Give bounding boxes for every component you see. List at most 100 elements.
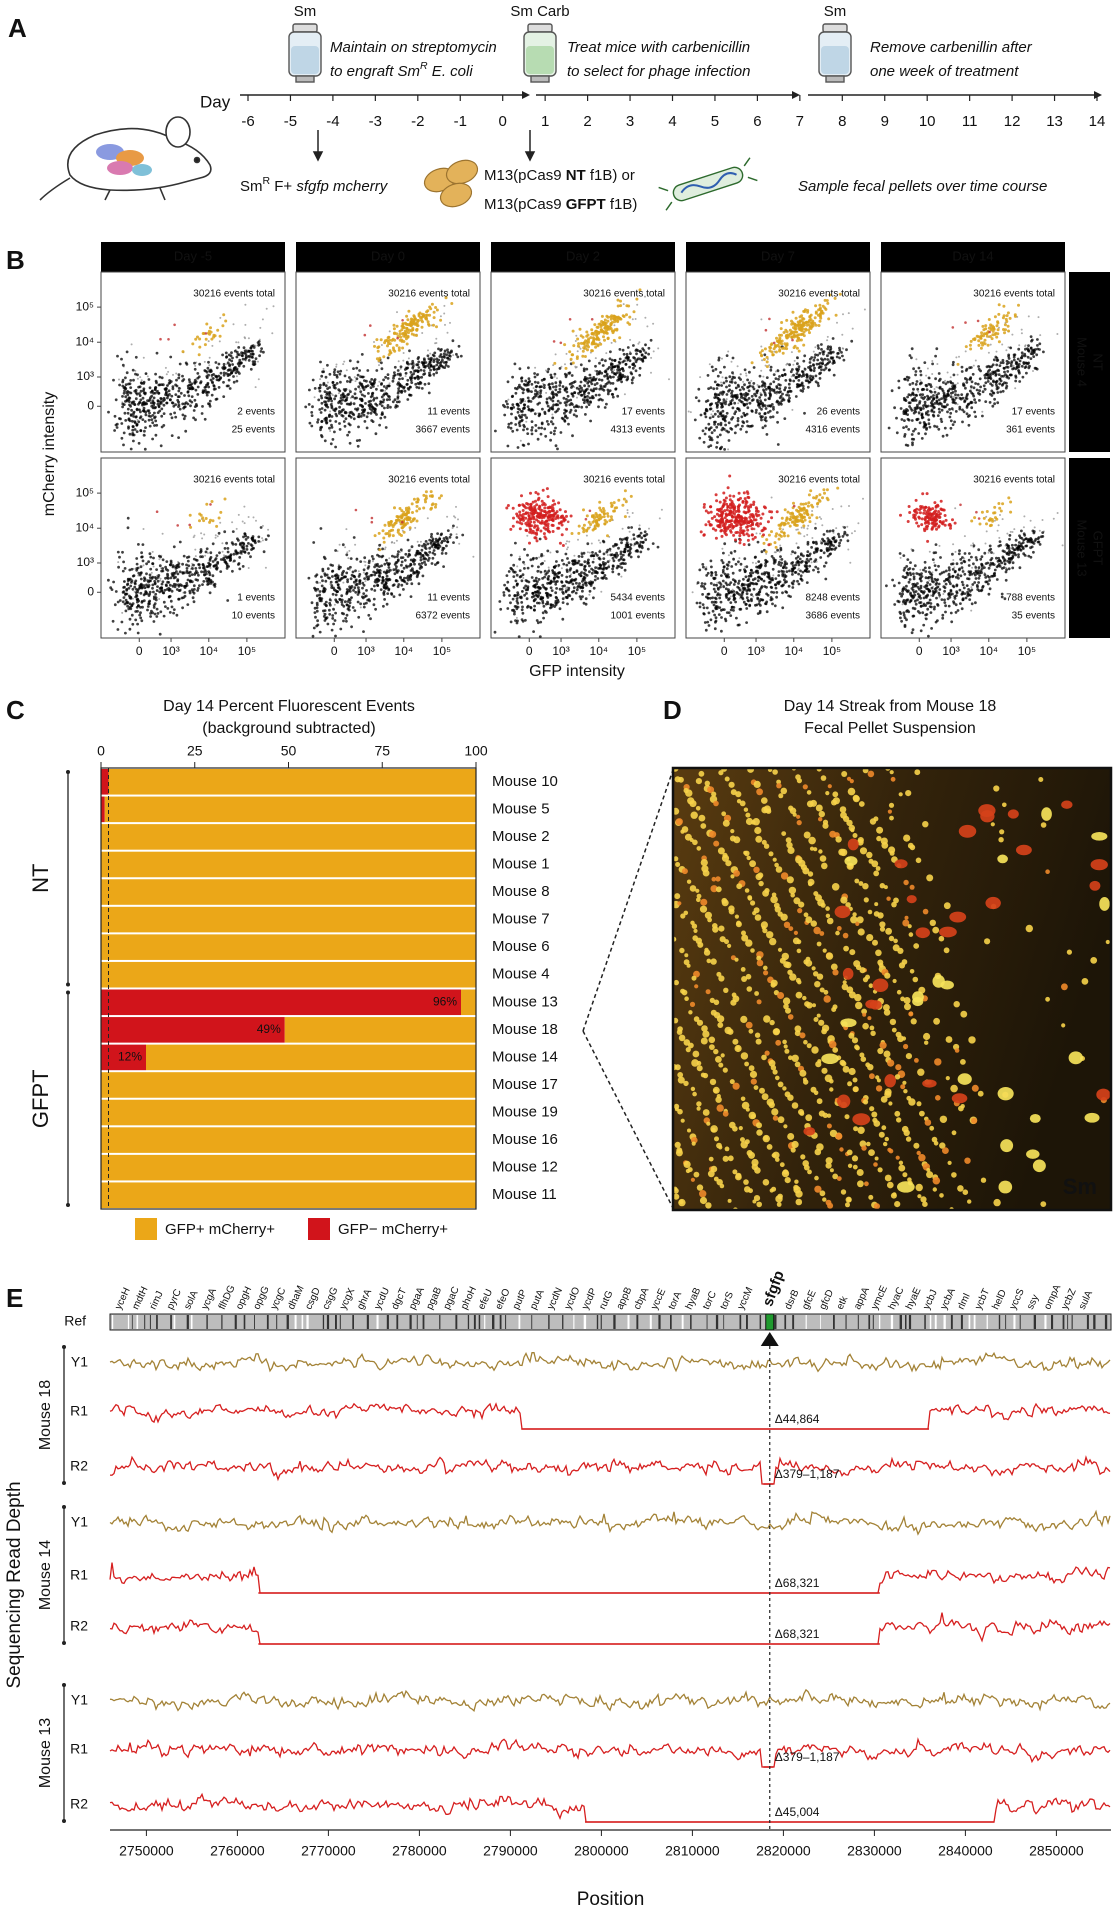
scatter-point bbox=[1038, 316, 1040, 318]
scatter-point bbox=[610, 376, 613, 379]
scatter-point bbox=[724, 424, 727, 427]
scatter-point bbox=[457, 518, 459, 520]
scatter-point bbox=[820, 343, 823, 346]
gold-events: 361 events bbox=[1006, 425, 1055, 436]
scatter-point bbox=[213, 385, 216, 388]
scatter-point bbox=[365, 589, 368, 592]
scatter-point bbox=[349, 442, 352, 445]
scatter-point bbox=[165, 402, 168, 405]
scatter-point bbox=[186, 603, 189, 606]
scatter-point bbox=[333, 368, 336, 371]
scatter-point bbox=[191, 567, 194, 570]
strain-label-part: F+ bbox=[270, 178, 296, 195]
scatter-point bbox=[937, 414, 940, 417]
scatter-point bbox=[398, 594, 401, 597]
scatter-point bbox=[619, 358, 622, 361]
scatter-point bbox=[231, 521, 233, 523]
scatter-point bbox=[178, 585, 181, 588]
scatter-point bbox=[151, 587, 154, 590]
scatter-point bbox=[417, 357, 420, 360]
scatter-point bbox=[613, 324, 615, 326]
scatter-point bbox=[366, 599, 369, 602]
scatter-point bbox=[418, 563, 421, 566]
scatter-point bbox=[154, 583, 157, 586]
scatter-point bbox=[163, 412, 166, 415]
scatter-point bbox=[949, 380, 952, 383]
scatter-point bbox=[607, 337, 610, 340]
scatter-point bbox=[331, 575, 334, 578]
scatter-point bbox=[535, 429, 538, 432]
scatter-point bbox=[120, 422, 123, 425]
scatter-point bbox=[351, 395, 354, 398]
scatter-point bbox=[744, 398, 747, 401]
scatter-point bbox=[456, 356, 459, 359]
scatter-point bbox=[802, 360, 805, 363]
scatter-point bbox=[146, 579, 149, 582]
scatter-point bbox=[952, 326, 955, 329]
scatter-point bbox=[641, 353, 644, 356]
scatter-point bbox=[257, 536, 260, 539]
phase-text: Maintain on streptomycin bbox=[330, 39, 497, 56]
scatter-point bbox=[1042, 351, 1045, 354]
scatter-point bbox=[776, 344, 779, 347]
scatter-point bbox=[926, 398, 929, 401]
scatter-point bbox=[366, 427, 369, 430]
scatter-point bbox=[273, 305, 275, 307]
scatter-point bbox=[148, 601, 151, 604]
scatter-point bbox=[228, 358, 231, 361]
scatter-point bbox=[333, 371, 336, 374]
scatter-point bbox=[971, 380, 974, 383]
scatter-point bbox=[331, 617, 334, 620]
scatter-point bbox=[996, 401, 999, 404]
scatter-point bbox=[336, 376, 339, 379]
scatter-point bbox=[402, 588, 405, 591]
scatter-point bbox=[139, 399, 142, 402]
scatter-point bbox=[260, 347, 263, 350]
scatter-point bbox=[123, 392, 126, 395]
scatter-point bbox=[133, 420, 136, 423]
scatter-point bbox=[990, 344, 992, 346]
scatter-point bbox=[155, 599, 158, 602]
scatter-point bbox=[236, 380, 239, 383]
scatter-point bbox=[392, 380, 395, 383]
scatter-point bbox=[891, 389, 894, 392]
scatter-point bbox=[441, 552, 444, 555]
scatter-point bbox=[773, 373, 776, 376]
panel-label: B bbox=[6, 245, 25, 275]
scatter-point bbox=[267, 534, 270, 537]
scatter-point bbox=[250, 368, 253, 371]
scatter-point bbox=[942, 435, 945, 438]
scatter-point bbox=[977, 344, 980, 347]
scatter-point bbox=[129, 585, 132, 588]
scatter-point bbox=[361, 376, 364, 379]
scatter-point bbox=[235, 553, 238, 556]
scatter-point bbox=[906, 396, 909, 399]
column-header-text: Day 2 bbox=[566, 248, 600, 263]
scatter-point bbox=[263, 550, 266, 553]
scatter-point bbox=[968, 424, 971, 427]
scatter-point bbox=[372, 558, 375, 561]
scatter-point bbox=[159, 403, 162, 406]
scatter-point bbox=[741, 401, 744, 404]
scatter-point bbox=[448, 354, 451, 357]
scatter-point bbox=[309, 422, 312, 425]
scatter-point bbox=[131, 623, 134, 626]
scatter-point bbox=[242, 521, 244, 523]
scatter-point bbox=[128, 404, 131, 407]
scatter-point bbox=[417, 370, 420, 373]
scatter-point bbox=[587, 380, 590, 383]
scatter-point bbox=[324, 580, 327, 583]
scatter-point bbox=[369, 324, 372, 327]
scatter-point bbox=[922, 397, 925, 400]
scatter-point bbox=[1036, 368, 1039, 371]
day-tick-label: 10 bbox=[919, 113, 936, 130]
scatter-point bbox=[940, 420, 943, 423]
scatter-point bbox=[404, 390, 407, 393]
scatter-point bbox=[751, 425, 754, 428]
scatter-point bbox=[799, 384, 802, 387]
scatter-point bbox=[141, 601, 144, 604]
scatter-point bbox=[418, 544, 421, 547]
scatter-point bbox=[364, 595, 367, 598]
scatter-point bbox=[323, 603, 326, 606]
scatter-point bbox=[233, 323, 235, 325]
